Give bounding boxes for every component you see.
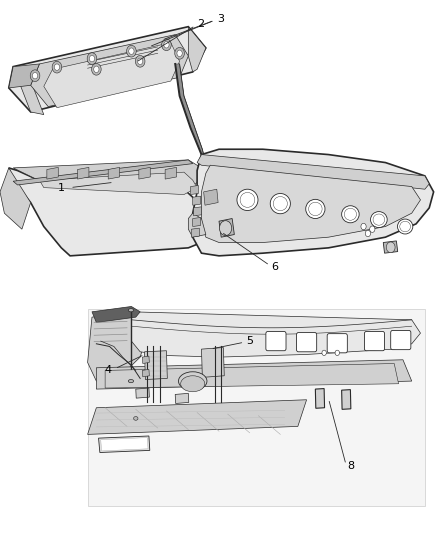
Ellipse shape (398, 219, 413, 234)
Circle shape (89, 55, 95, 62)
Circle shape (175, 47, 184, 59)
Ellipse shape (178, 372, 207, 390)
Polygon shape (194, 207, 201, 216)
Polygon shape (145, 351, 167, 379)
Circle shape (365, 230, 371, 237)
Polygon shape (0, 168, 31, 229)
Ellipse shape (240, 192, 255, 207)
Circle shape (162, 39, 171, 51)
Polygon shape (101, 438, 148, 451)
Polygon shape (88, 400, 307, 434)
Ellipse shape (373, 214, 385, 225)
Circle shape (219, 221, 232, 236)
Circle shape (361, 223, 366, 230)
Polygon shape (47, 167, 58, 179)
Polygon shape (175, 64, 204, 155)
Circle shape (92, 63, 101, 75)
Ellipse shape (270, 193, 290, 214)
Ellipse shape (371, 212, 387, 228)
Ellipse shape (128, 309, 134, 312)
Polygon shape (201, 348, 224, 377)
Ellipse shape (134, 417, 138, 420)
Polygon shape (142, 369, 149, 377)
Polygon shape (188, 27, 206, 72)
Polygon shape (131, 312, 420, 357)
Polygon shape (175, 393, 189, 403)
Circle shape (177, 50, 182, 56)
Ellipse shape (342, 206, 359, 223)
Ellipse shape (306, 199, 325, 219)
Ellipse shape (128, 379, 134, 383)
Polygon shape (193, 217, 201, 227)
Circle shape (30, 70, 40, 82)
Polygon shape (13, 160, 193, 185)
Polygon shape (9, 64, 39, 88)
FancyBboxPatch shape (327, 334, 347, 353)
Polygon shape (9, 168, 210, 256)
Polygon shape (99, 436, 150, 453)
Circle shape (94, 66, 99, 72)
Circle shape (386, 242, 395, 253)
Circle shape (129, 48, 134, 54)
Text: 3: 3 (217, 14, 224, 23)
Text: 8: 8 (347, 462, 354, 471)
Polygon shape (31, 35, 188, 107)
Polygon shape (165, 167, 177, 179)
Text: 5: 5 (246, 336, 253, 346)
Polygon shape (219, 219, 234, 237)
Polygon shape (88, 312, 149, 381)
FancyBboxPatch shape (364, 332, 385, 351)
Polygon shape (191, 185, 198, 195)
Text: 6: 6 (272, 262, 279, 271)
Polygon shape (315, 389, 325, 408)
Polygon shape (105, 364, 399, 388)
Polygon shape (142, 356, 149, 364)
Polygon shape (96, 360, 412, 389)
Polygon shape (44, 43, 180, 108)
Circle shape (138, 58, 143, 64)
Polygon shape (88, 309, 425, 506)
Polygon shape (13, 67, 44, 115)
Polygon shape (108, 167, 120, 179)
Polygon shape (193, 149, 434, 256)
Polygon shape (13, 160, 206, 189)
Polygon shape (136, 388, 149, 398)
FancyBboxPatch shape (391, 330, 411, 350)
Circle shape (322, 350, 326, 356)
Circle shape (54, 64, 60, 70)
Circle shape (52, 61, 62, 73)
Circle shape (135, 55, 145, 67)
Ellipse shape (344, 208, 357, 220)
Polygon shape (193, 196, 201, 205)
Polygon shape (39, 172, 197, 195)
Circle shape (370, 226, 375, 232)
Circle shape (127, 45, 136, 57)
Polygon shape (139, 167, 150, 179)
Polygon shape (9, 27, 206, 112)
Text: 1: 1 (58, 183, 65, 192)
Ellipse shape (237, 189, 258, 211)
Text: 4: 4 (105, 366, 112, 375)
Circle shape (32, 72, 38, 79)
FancyBboxPatch shape (297, 333, 317, 352)
Ellipse shape (273, 197, 287, 211)
Polygon shape (197, 155, 429, 189)
Circle shape (335, 350, 339, 356)
Polygon shape (78, 167, 89, 179)
FancyBboxPatch shape (266, 332, 286, 351)
Polygon shape (201, 165, 420, 243)
Polygon shape (188, 213, 206, 237)
Polygon shape (92, 306, 140, 322)
Polygon shape (191, 228, 199, 237)
Polygon shape (204, 189, 218, 205)
Ellipse shape (309, 202, 322, 216)
Ellipse shape (400, 221, 410, 232)
Text: 2: 2 (197, 19, 204, 29)
Polygon shape (342, 390, 351, 409)
Circle shape (164, 42, 169, 48)
Ellipse shape (180, 376, 205, 392)
Circle shape (87, 53, 97, 64)
Polygon shape (383, 241, 398, 253)
